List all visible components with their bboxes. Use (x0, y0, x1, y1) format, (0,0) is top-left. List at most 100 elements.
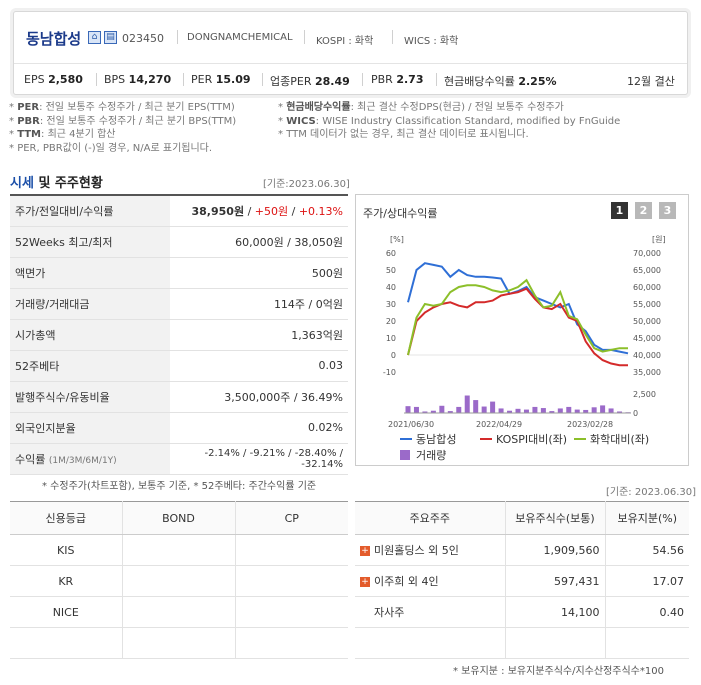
volume-bar (490, 401, 496, 413)
volume-bar (507, 410, 513, 413)
chart-page-3-button[interactable]: 3 (659, 202, 676, 219)
english-name: DONGNAMCHEMICAL (187, 32, 293, 43)
note-wics: * WICS: WISE Industry Classification Sta… (278, 115, 621, 127)
volume-bar (523, 409, 529, 413)
holder-pct: 54.56 (604, 534, 689, 566)
wics-classification: WICS : 화학 (404, 36, 459, 47)
note-ttm: * TTM: 최근 4분기 합산 (9, 129, 116, 140)
volume-bar (549, 411, 555, 413)
right-tick-label: 55,000 (633, 300, 661, 309)
header-top-row: 동남합성 ⌂ ▤ 023450 DONGNAMCHEMICAL KOSPI : … (14, 12, 687, 64)
right-tick-label: 50,000 (633, 317, 661, 326)
row-value: 1,363억원 (170, 319, 348, 351)
row-label: 거래량/거래대금 (10, 288, 170, 320)
column-header: CP (234, 501, 348, 535)
series-line-2 (407, 287, 628, 367)
price-table: 주가/전일대비/수익률 38,950원 / +50원 / +0.13% 52We… (10, 194, 348, 475)
price-chart-panel: 주가/상대수익률 1 2 3 [%] [원] 60 50 40 30 20 10 0 -10 70,… (355, 194, 689, 466)
row-label: 52Weeks 최고/최저 (10, 226, 170, 258)
stat-dividend-yield: 현금배당수익률 2.25% (444, 75, 557, 88)
notes-left: * PER: 전일 보통주 수정주가 / 최근 분기 EPS(TTM) * PB… (9, 101, 236, 155)
major-shareholders-table: 주요주주 보유주식수(보통) 보유지분(%) + 미원홀딩스 외 5인 1,909… (355, 501, 689, 659)
expand-plus-icon[interactable]: + (360, 546, 370, 556)
note-per: * PER: 전일 보통주 수정주가 / 최근 분기 EPS(TTM) (9, 102, 235, 113)
holder-name-cell[interactable]: + 이주희 외 4인 (355, 565, 505, 597)
divider (304, 30, 305, 44)
table-row: 52Weeks 최고/최저 60,000원 / 38,050원 (10, 226, 348, 258)
volume-bar (430, 410, 436, 413)
expand-plus-icon[interactable]: + (360, 577, 370, 587)
right-tick-label: 35,000 (633, 368, 661, 377)
volume-bar (583, 409, 589, 413)
column-header: 보유지분(%) (604, 501, 689, 535)
holder-shares: 14,100 (504, 596, 605, 628)
holder-shares (504, 627, 605, 659)
agency-name: KIS (10, 534, 122, 566)
left-tick-label: 60 (386, 249, 396, 258)
bond-rating (121, 596, 235, 628)
row-label: 수익률 (1M/3M/6M/1Y) (10, 443, 170, 475)
volume-bar (439, 405, 445, 413)
cp-rating (234, 627, 348, 659)
chart-page-1-button[interactable]: 1 (611, 202, 628, 219)
column-header: 주요주주 (355, 501, 505, 535)
legend-label: 화학대비(좌) (590, 433, 649, 446)
volume-bar (464, 395, 470, 413)
right-axis-unit: [원] (652, 235, 666, 244)
report-icon[interactable]: ▤ (104, 31, 117, 44)
row-value: 114주 / 0억원 (170, 288, 348, 320)
column-header: BOND (121, 501, 235, 535)
credit-rating-table: 신용등급 BOND CP KIS KR NICE (10, 501, 348, 659)
legend-label: 동남합성 (416, 433, 456, 446)
row-value: 3,500,000주 / 36.49% (170, 381, 348, 413)
volume-bar (515, 408, 521, 413)
holder-name-cell (355, 627, 505, 659)
divider (183, 73, 184, 86)
legend-swatch (400, 450, 410, 460)
row-label: 액면가 (10, 257, 170, 289)
volume-bar (540, 408, 546, 413)
table-row: 액면가 500원 (10, 257, 348, 289)
holder-pct: 17.07 (604, 565, 689, 597)
right-tick-label: 45,000 (633, 334, 661, 343)
left-tick-label: 20 (386, 317, 396, 326)
volume-bar (405, 406, 411, 413)
table-row: + 미원홀딩스 외 5인 1,909,560 54.56 (355, 534, 689, 566)
note-dividend: * 현금배당수익률: 최근 결산 수정DPS(현금) / 전일 보통주 수정주가 (278, 102, 564, 113)
stat-bps: BPS 14,270 (104, 73, 172, 86)
table-row (10, 627, 348, 659)
note-ttm-fallback: * TTM 데이터가 없는 경우, 최근 결산 데이터로 표시됩니다. (278, 129, 529, 140)
chart-page-2-button[interactable]: 2 (635, 202, 652, 219)
holders-footnote: * 보유지분 : 보유지분주식수/지수산정주식수*100 (453, 666, 664, 677)
notes-right: * 현금배당수익률: 최근 결산 수정DPS(현금) / 전일 보통주 수정주가… (278, 101, 620, 142)
table-row: 주가/전일대비/수익률 38,950원 / +50원 / +0.13% (10, 195, 348, 227)
cp-rating (234, 534, 348, 566)
stat-industry-per: 업종PER 28.49 (270, 75, 350, 88)
column-header: 신용등급 (10, 501, 122, 535)
holder-shares: 597,431 (504, 565, 605, 597)
x-tick-label: 2023/02/28 (567, 420, 613, 429)
stock-code: 023450 (122, 32, 164, 45)
volume-bar (532, 406, 538, 413)
holder-pct: 0.40 (604, 596, 689, 628)
left-tick-label: 10 (386, 334, 396, 343)
row-label: 주가/전일대비/수익률 (10, 195, 170, 227)
table-header-row: 신용등급 BOND CP (10, 501, 348, 535)
volume-bar (566, 406, 572, 413)
volume-bar (617, 411, 623, 413)
agency-name: KR (10, 565, 122, 597)
row-value: 0.02% (170, 412, 348, 444)
volume-bar (456, 406, 462, 413)
home-icon[interactable]: ⌂ (88, 31, 101, 44)
market-classification: KOSPI : 화학 (316, 36, 374, 47)
company-name[interactable]: 동남합성 (26, 30, 82, 48)
left-tick-label: 50 (386, 266, 396, 275)
divider (436, 73, 437, 86)
returns-value: -2.14% / -9.21% / -28.40% / -32.14% (170, 443, 348, 475)
bond-rating (121, 627, 235, 659)
legend-label: KOSPI대비(좌) (496, 433, 567, 446)
holder-name-cell[interactable]: + 미원홀딩스 외 5인 (355, 534, 505, 566)
volume-bar (600, 405, 606, 413)
table-row: 자사주 14,100 0.40 (355, 596, 689, 628)
left-tick-label: 0 (391, 351, 396, 360)
